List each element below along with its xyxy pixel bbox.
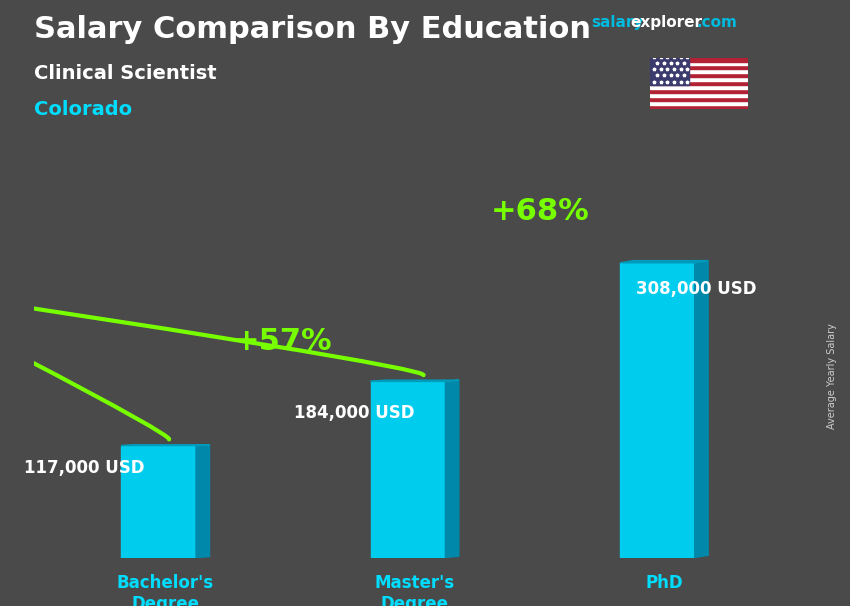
FancyArrowPatch shape <box>0 0 423 375</box>
Bar <box>620 263 694 558</box>
Bar <box>650 105 748 109</box>
Text: 184,000 USD: 184,000 USD <box>294 404 415 422</box>
Text: explorer: explorer <box>631 15 703 30</box>
Text: +57%: +57% <box>234 327 332 356</box>
Bar <box>650 58 748 62</box>
Text: Colorado: Colorado <box>34 100 132 119</box>
Bar <box>650 97 748 101</box>
Bar <box>371 381 445 558</box>
Bar <box>650 73 748 78</box>
Text: salary: salary <box>591 15 643 30</box>
FancyArrowPatch shape <box>0 0 169 439</box>
Text: +68%: +68% <box>490 197 589 226</box>
Bar <box>650 89 748 93</box>
Text: Salary Comparison By Education: Salary Comparison By Education <box>34 15 591 44</box>
Text: 308,000 USD: 308,000 USD <box>637 280 756 298</box>
Bar <box>122 445 196 558</box>
Bar <box>650 65 748 70</box>
Bar <box>650 70 748 73</box>
Text: .com: .com <box>697 15 738 30</box>
Bar <box>650 93 748 97</box>
Text: Master's
Degree: Master's Degree <box>375 574 455 606</box>
Bar <box>650 58 689 85</box>
Text: Bachelor's
Degree: Bachelor's Degree <box>116 574 214 606</box>
Text: Clinical Scientist: Clinical Scientist <box>34 64 217 82</box>
Polygon shape <box>694 261 708 558</box>
Text: PhD: PhD <box>645 574 683 592</box>
Text: 117,000 USD: 117,000 USD <box>24 459 145 477</box>
Bar <box>650 85 748 89</box>
Polygon shape <box>620 261 708 263</box>
Text: Average Yearly Salary: Average Yearly Salary <box>827 323 837 428</box>
Bar <box>650 101 748 105</box>
Bar <box>650 62 748 65</box>
Polygon shape <box>371 380 459 381</box>
Bar <box>650 81 748 85</box>
Polygon shape <box>445 380 459 558</box>
Bar <box>650 78 748 81</box>
Polygon shape <box>196 445 210 558</box>
